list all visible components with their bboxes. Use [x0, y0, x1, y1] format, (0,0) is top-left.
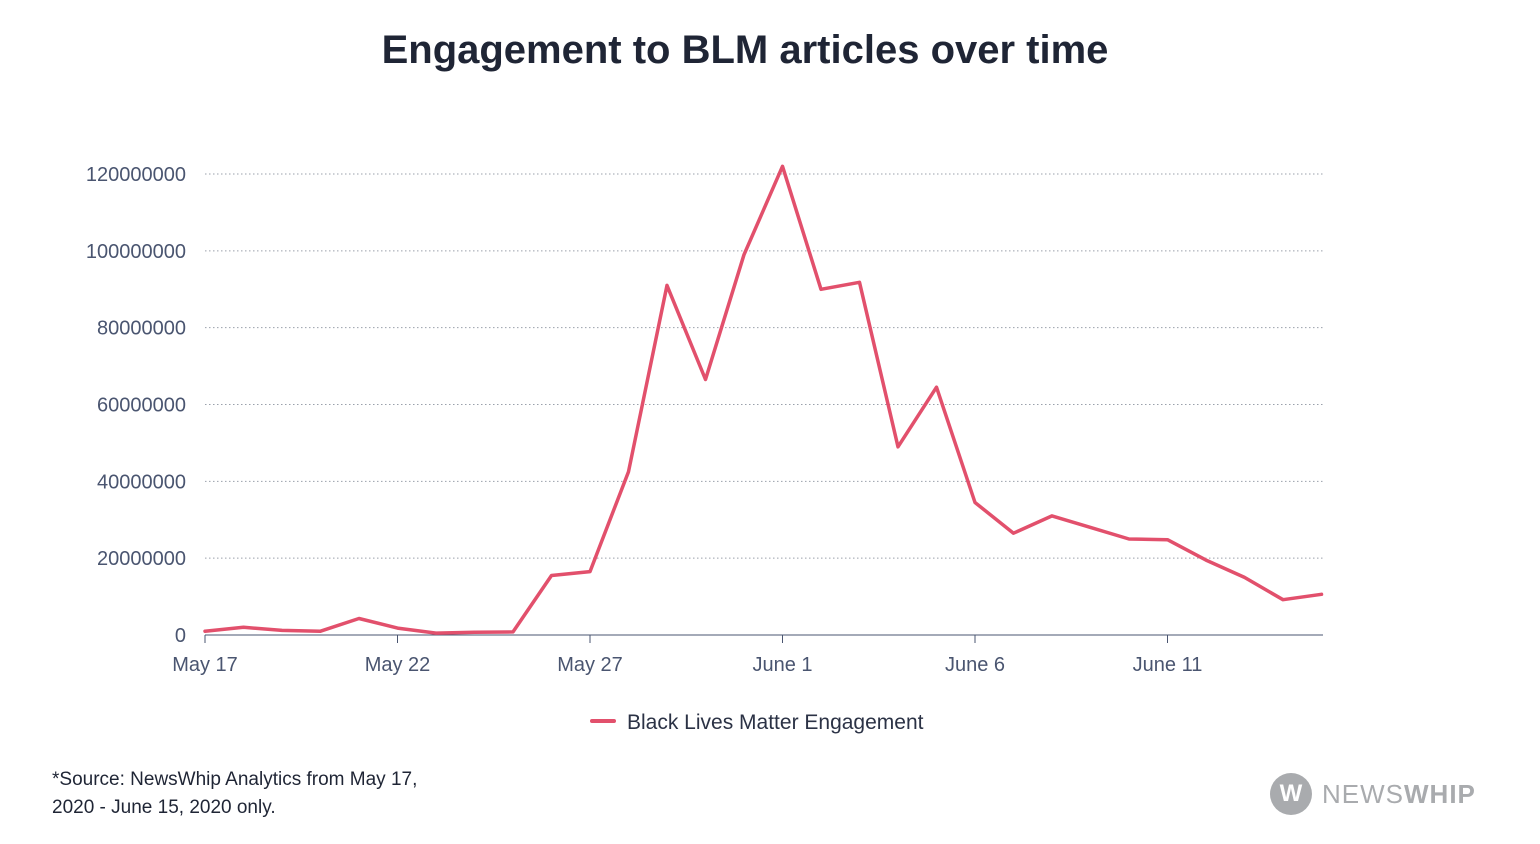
x-tick-label: May 22: [365, 654, 431, 676]
y-tick-label: 60000000: [97, 395, 186, 417]
legend: Black Lives Matter Engagement: [590, 711, 924, 734]
y-tick-label: 100000000: [86, 241, 186, 263]
y-tick-label: 120000000: [86, 164, 186, 186]
newswhip-wordmark: NEWSWHIP: [1322, 779, 1476, 810]
x-tick-label: May 17: [172, 654, 238, 676]
grid-lines: [205, 173, 1323, 559]
legend-label: Black Lives Matter Engagement: [627, 711, 924, 734]
series-line: [203, 164, 1324, 635]
newswhip-logo-icon: W: [1270, 773, 1312, 815]
x-tick-label: June 1: [752, 654, 812, 676]
y-tick-label: 80000000: [97, 318, 186, 340]
x-tick-label: May 27: [557, 654, 623, 676]
x-tick-labels: May 17 May 22 May 27 June 1 June 6 June 11: [172, 635, 1202, 676]
chart-title: Engagement to BLM articles over time: [381, 28, 1109, 72]
series-lines: [203, 164, 1324, 635]
x-tick-label: June 6: [945, 654, 1005, 676]
x-tick-label: June 11: [1133, 654, 1203, 676]
y-tick-labels: 0 20000000 40000000 60000000 80000000 1000000…: [86, 164, 186, 647]
newswhip-logo: W NEWSWHIP: [1270, 772, 1476, 816]
y-tick-label: 0: [175, 625, 186, 647]
y-tick-label: 20000000: [97, 548, 186, 570]
brand-name-light: NEWS: [1322, 778, 1404, 809]
source-note: *Source: NewsWhip Analytics from May 17,…: [52, 769, 418, 818]
y-tick-label: 40000000: [97, 471, 186, 493]
brand-name-bold: WHIP: [1404, 778, 1476, 809]
